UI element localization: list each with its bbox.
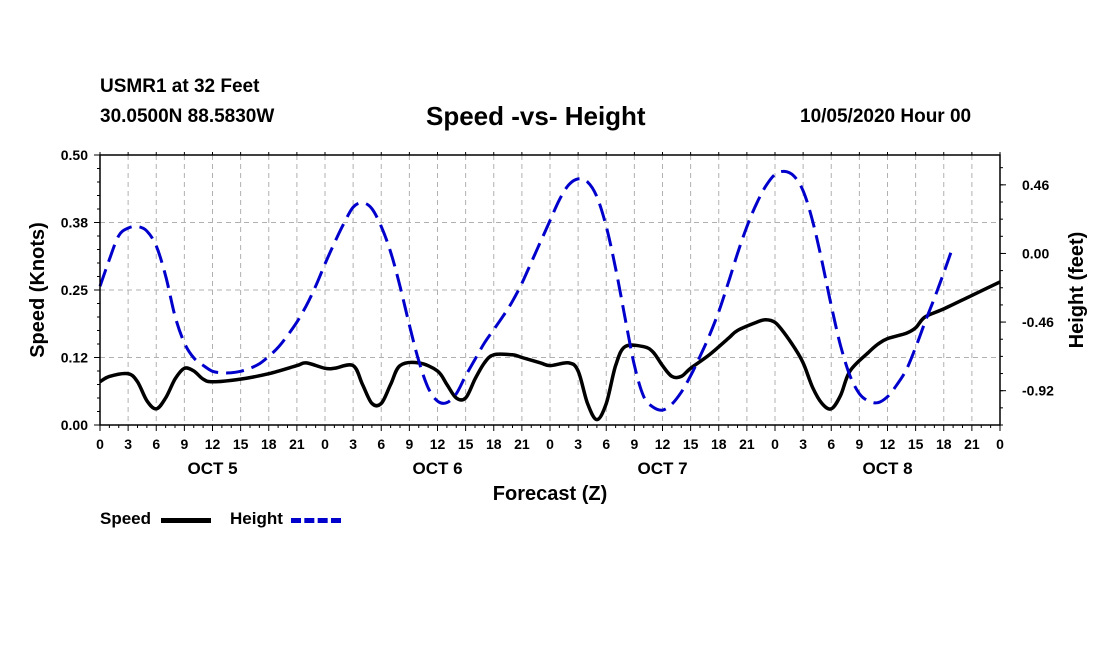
x-tick-label: 6 [827,436,835,452]
x-tick-label: 3 [574,436,582,452]
x-tick-label: 18 [261,436,277,452]
x-tick-label: 12 [205,436,221,452]
axis-layer: 0 3 6 9 12 15 18 21 0 3 6 9 12 15 18 21 0 3 6 9 12 15 18 21 0 3 6 9… [61,147,1054,478]
y-left-tick-label: 0.38 [61,215,88,231]
x-tick-label: 9 [855,436,863,452]
y-axis-label-right: Height (feet) [1066,232,1088,349]
x-tick-label: 9 [180,436,188,452]
day-label: OCT 7 [637,459,687,478]
y-axis-label-left: Speed (Knots) [27,222,49,358]
x-tick-label: 18 [711,436,727,452]
x-tick-label: 15 [458,436,474,452]
x-tick-label: 15 [908,436,924,452]
x-tick-label: 18 [486,436,502,452]
speed-series-line [99,280,1001,422]
legend-speed-swatch [161,518,211,523]
x-tick-label: 6 [377,436,385,452]
x-tick-label: 21 [289,436,305,452]
y-right-tick-label: -0.46 [1022,314,1054,330]
legend-speed-label: Speed [100,509,152,528]
x-tick-label: 9 [630,436,638,452]
y-left-tick-label: 0.12 [61,350,88,366]
height-series-line [98,169,955,412]
forecast-date-label: 10/05/2020 Hour 00 [800,106,972,127]
y-right-tick-label: 0.46 [1022,177,1049,193]
x-tick-label: 3 [799,436,807,452]
day-label: OCT 8 [862,459,912,478]
y-right-tick-label: -0.92 [1022,383,1054,399]
x-axis-label: Forecast (Z) [493,483,607,505]
grid-layer [100,155,1000,425]
legend-height-swatch [291,518,341,523]
coordinates-label: 30.0500N 88.5830W [100,106,275,127]
x-tick-label: 0 [546,436,554,452]
x-tick-label: 9 [405,436,413,452]
day-label: OCT 6 [412,459,462,478]
station-label: USMR1 at 32 Feet [100,76,260,97]
x-tick-label: 0 [996,436,1004,452]
x-tick-label: 6 [602,436,610,452]
x-tick-label: 12 [430,436,446,452]
y-right-tick-label: 0.00 [1022,245,1049,261]
x-tick-label: 15 [233,436,249,452]
x-tick-label: 0 [321,436,329,452]
y-left-tick-label: 0.50 [61,147,88,163]
x-tick-label: 3 [349,436,357,452]
x-tick-label: 12 [655,436,671,452]
x-tick-label: 21 [514,436,530,452]
x-tick-label: 0 [771,436,779,452]
x-tick-label: 21 [739,436,755,452]
x-tick-label: 3 [124,436,132,452]
chart-title: Speed -vs- Height [426,101,646,131]
legend-height-label: Height [230,509,283,528]
series-layer [98,169,1001,422]
x-tick-label: 6 [152,436,160,452]
day-label: OCT 5 [187,459,237,478]
x-tick-label: 15 [683,436,699,452]
x-tick-label: 0 [96,436,104,452]
y-left-tick-label: 0.00 [61,417,88,433]
x-tick-label: 21 [964,436,980,452]
x-tick-label: 12 [880,436,896,452]
y-left-tick-label: 0.25 [61,282,88,298]
x-tick-label: 18 [936,436,952,452]
